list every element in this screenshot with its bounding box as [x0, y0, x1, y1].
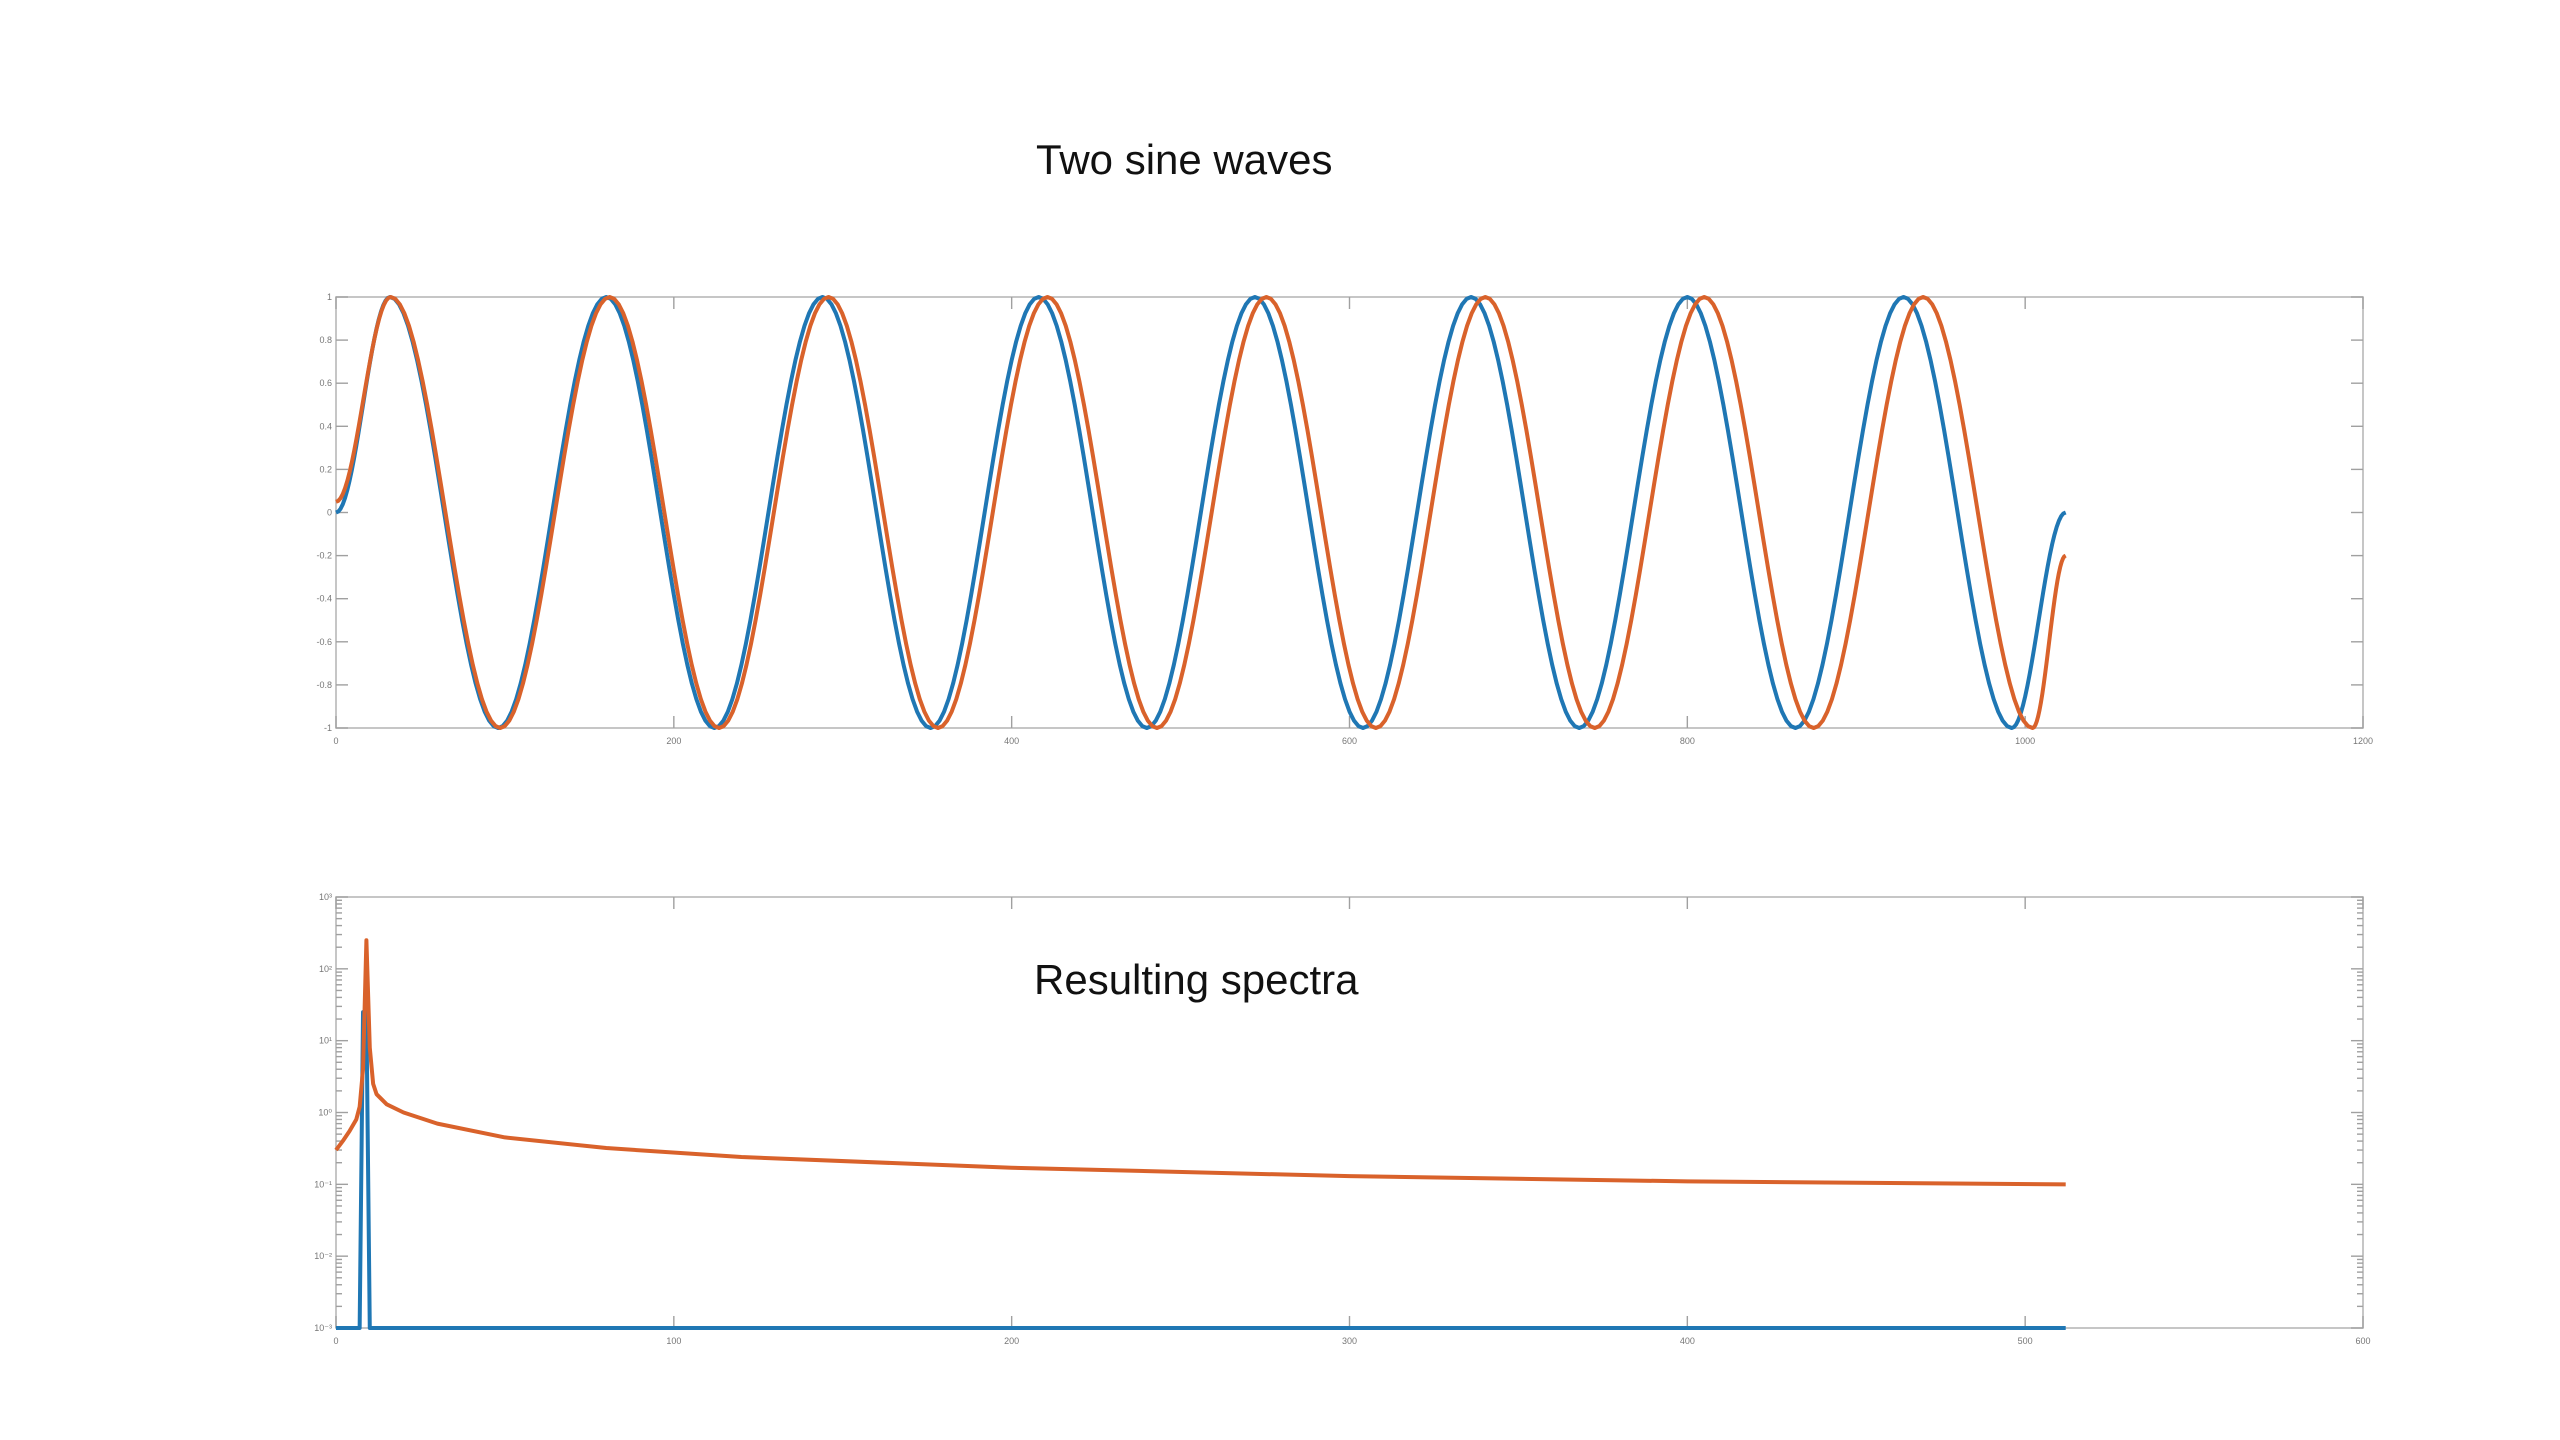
y-tick-label: 1: [327, 292, 332, 302]
y-tick-label: 10¹: [319, 1036, 332, 1046]
x-tick-label: 200: [1004, 1336, 1019, 1346]
y-tick-label: -0.4: [316, 594, 332, 604]
y-tick-label: 10⁰: [318, 1108, 332, 1118]
chart-2: 0 100 200 300 400 500 600 10⁻³ 10⁻² 10⁻¹ 10⁰ 10¹ 10²…: [314, 892, 2370, 1346]
x-tick-label: 300: [1342, 1336, 1357, 1346]
x-tick-label: 1000: [2015, 736, 2035, 746]
y-tick-label: 10⁻¹: [314, 1179, 332, 1189]
y-tick-label: 0.2: [319, 464, 332, 474]
y-tick-label: -1: [324, 723, 332, 733]
x-tick-label: 0: [333, 1336, 338, 1346]
x-tick-label: 600: [1342, 736, 1357, 746]
chart-1: 0 200 400 600 800 1000 1200 -1 -0.8 -0.6 -0.4 -0.2 0…: [316, 292, 2373, 746]
y-tick-label: 10⁻³: [314, 1323, 332, 1333]
x-tick-label: 100: [666, 1336, 681, 1346]
series-line-1: [336, 1010, 2066, 1330]
y-tick-label: 10²: [319, 964, 332, 974]
y-tick-label: 0: [327, 508, 332, 518]
x-tick-label: 0: [333, 736, 338, 746]
series-line-2: [334, 938, 2066, 1187]
y-tick-label: 10³: [319, 892, 332, 902]
x-tick-label: 1200: [2353, 736, 2373, 746]
x-tick-label: 200: [666, 736, 681, 746]
y-tick-label: 0.8: [319, 335, 332, 345]
x-tick-label: 400: [1004, 736, 1019, 746]
x-tick-label: 400: [1680, 1336, 1695, 1346]
y-tick-label: -0.2: [316, 551, 332, 561]
plot-frame: [335, 896, 2364, 1329]
y-tick-label: -0.8: [316, 680, 332, 690]
y-tick-label: 0.6: [319, 378, 332, 388]
y-tick-label: -0.6: [316, 637, 332, 647]
y-tick-label: 0.4: [319, 421, 332, 431]
chart-title-resulting-spectra: Resulting spectra: [1034, 956, 1359, 1003]
chart-title-two-sine-waves: Two sine waves: [1036, 136, 1333, 183]
x-tick-label: 500: [2018, 1336, 2033, 1346]
series-line-1: [335, 295, 2067, 730]
x-tick-label: 800: [1680, 736, 1695, 746]
x-tick-label: 600: [2355, 1336, 2370, 1346]
series-line-2: [335, 295, 2067, 730]
y-tick-label: 10⁻²: [314, 1251, 332, 1261]
